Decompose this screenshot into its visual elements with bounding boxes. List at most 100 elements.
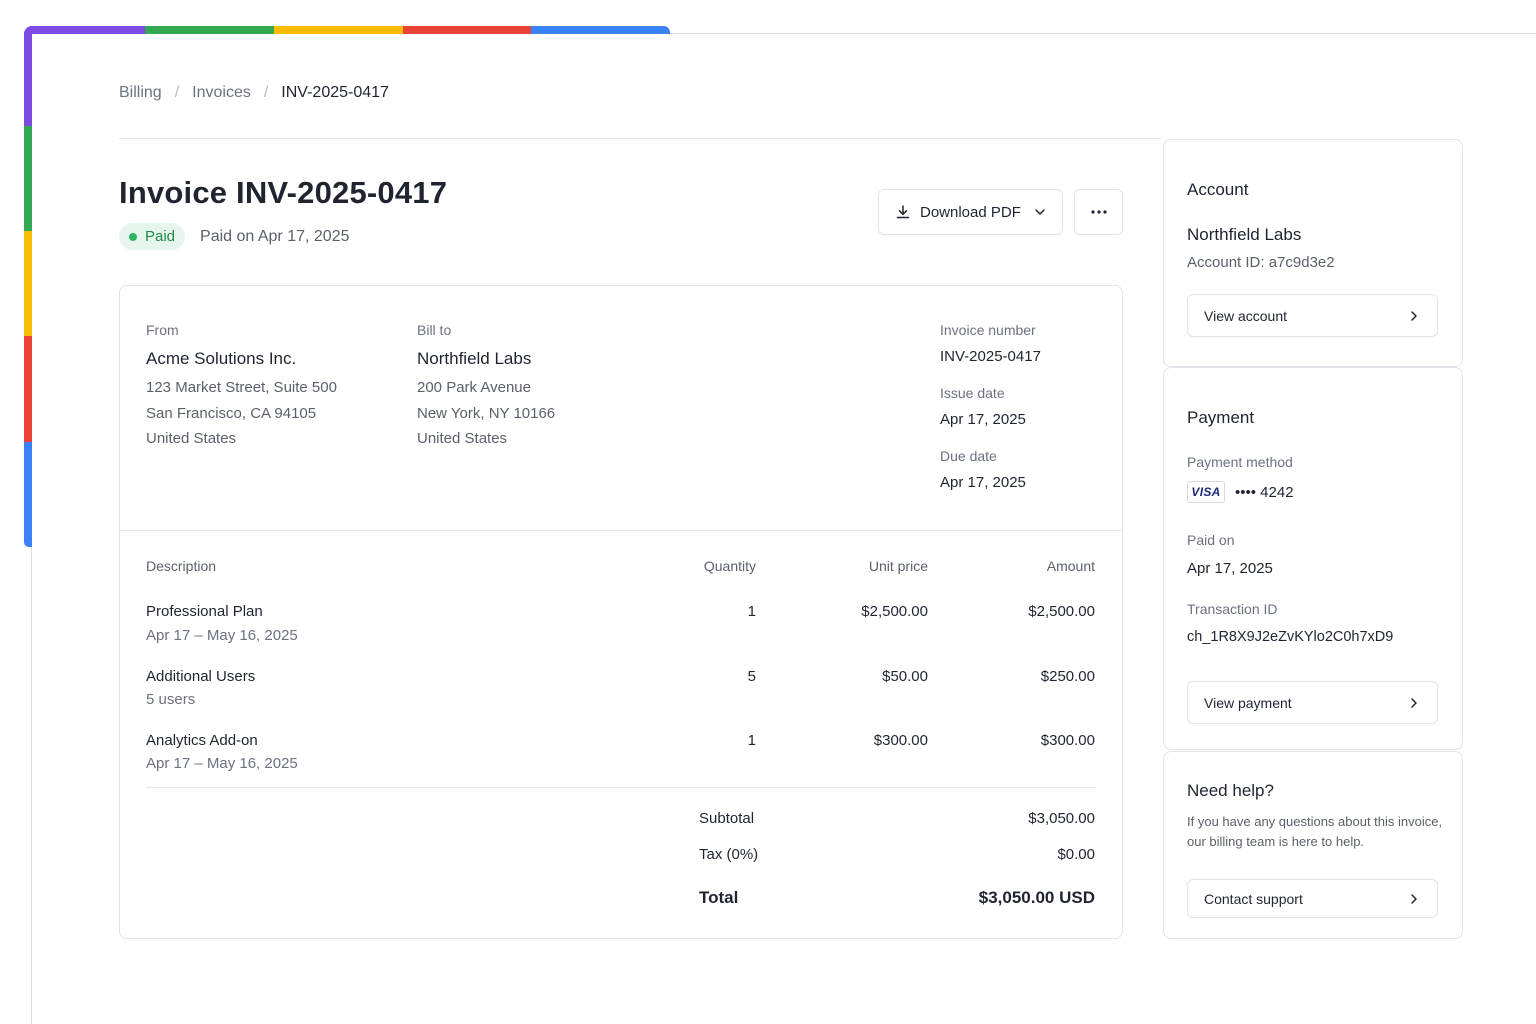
paid-on-text: Paid on Apr 17, 2025 [200, 227, 350, 245]
visa-card-icon: VISA [1187, 481, 1225, 503]
status-dot-icon [129, 232, 137, 241]
contact-support-button[interactable]: Contact support [1187, 879, 1438, 918]
line-item-detail: Apr 17 – May 16, 2025 [146, 755, 298, 772]
breadcrumb: Billing / Invoices / INV-2025-0417 [119, 84, 389, 102]
from-block: From Acme Solutions Inc. 123 Market Stre… [146, 322, 337, 452]
accent-stripe-top [24, 26, 670, 34]
paid-on-label: Paid on [1187, 532, 1235, 548]
tax-label: Tax (0%) [699, 846, 759, 863]
more-options-button[interactable] [1074, 189, 1123, 235]
payment-method-label: Payment method [1187, 454, 1293, 470]
subtotal-label: Subtotal [699, 810, 755, 827]
issue-date-block: Issue date Apr 17, 2025 [940, 385, 1041, 428]
tax-value: $0.00 [1057, 846, 1095, 863]
from-name: Acme Solutions Inc. [146, 349, 297, 368]
line-item-amount: $2,500.00 [1028, 603, 1095, 620]
chevron-right-icon [1411, 893, 1417, 904]
payment-panel: Payment Payment method VISA •••• 4242 Pa… [1163, 367, 1463, 750]
account-panel: Account Northfield Labs Account ID: a7c9… [1163, 139, 1463, 367]
line-item-name: Professional Plan [146, 603, 263, 620]
address-line: New York, NY 10166 [417, 404, 556, 422]
account-id: Account ID: a7c9d3e2 [1187, 254, 1335, 271]
help-title: Need help? [1187, 781, 1274, 800]
line-item-quantity: 1 [747, 603, 756, 620]
due-date-label: Due date [940, 448, 997, 464]
address-line: San Francisco, CA 94105 [146, 404, 317, 422]
column-header-amount: Amount [1046, 558, 1095, 574]
account-name: Northfield Labs [1187, 225, 1302, 244]
chevron-down-icon[interactable] [1033, 205, 1047, 219]
address-line: United States [146, 430, 237, 447]
from-address: 123 Market Street, Suite 500 San Francis… [146, 375, 337, 452]
due-date-value: Apr 17, 2025 [940, 474, 1026, 491]
column-header-quantity: Quantity [703, 558, 756, 574]
status-row: Paid Paid on Apr 17, 2025 [119, 223, 349, 250]
line-item-detail: Apr 17 – May 16, 2025 [146, 627, 298, 644]
address-line: 123 Market Street, Suite 500 [146, 379, 337, 396]
address-line: United States [417, 430, 508, 447]
line-item-amount: $250.00 [1040, 668, 1095, 685]
breadcrumb-billing[interactable]: Billing [119, 84, 162, 101]
status-badge-label: Paid [145, 228, 176, 245]
contact-support-label: Contact support [1204, 890, 1303, 907]
invoice-card: From Acme Solutions Inc. 123 Market Stre… [119, 285, 1123, 939]
items-divider [146, 787, 1096, 788]
line-item-unit-price: $2,500.00 [861, 603, 928, 620]
line-item-detail: 5 users [146, 691, 196, 708]
account-title: Account [1187, 180, 1249, 199]
due-date-block: Due date Apr 17, 2025 [940, 448, 1041, 491]
card-number-masked: •••• 4242 [1235, 483, 1294, 501]
page-title: Invoice INV-2025-0417 [119, 175, 448, 210]
frame-border-left [31, 547, 32, 1024]
bill-to-label: Bill to [417, 322, 452, 338]
total-label: Total [699, 888, 739, 907]
bill-to-address: 200 Park Avenue New York, NY 10166 Unite… [417, 375, 555, 452]
status-badge: Paid [119, 223, 186, 250]
column-header-description: Description [146, 558, 217, 574]
bill-to-name: Northfield Labs [417, 349, 532, 368]
chevron-right-icon [1411, 697, 1417, 708]
invoice-number-label: Invoice number [940, 322, 1036, 338]
paid-on-value: Apr 17, 2025 [1187, 560, 1273, 577]
transaction-id-value: ch_1R8X9J2eZvKYlo2C0h7xD9 [1187, 629, 1394, 645]
view-payment-button[interactable]: View payment [1187, 681, 1438, 724]
bill-to-block: Bill to Northfield Labs 200 Park Avenue … [417, 322, 555, 452]
line-item-quantity: 5 [747, 668, 756, 685]
line-item-amount: $300.00 [1040, 732, 1095, 749]
header-divider [119, 138, 1161, 139]
issue-date-label: Issue date [940, 385, 1005, 401]
payment-method-value: VISA •••• 4242 [1187, 481, 1294, 503]
invoice-meta: Invoice number INV-2025-0417 Issue date … [940, 322, 1041, 491]
view-payment-label: View payment [1204, 694, 1292, 711]
download-icon [896, 205, 910, 219]
more-horizontal-icon [1090, 210, 1107, 214]
breadcrumb-current: INV-2025-0417 [281, 84, 389, 101]
download-pdf-button[interactable]: Download PDF [878, 189, 1063, 235]
invoice-number-value: INV-2025-0417 [940, 348, 1041, 365]
breadcrumb-invoices[interactable]: Invoices [192, 84, 251, 101]
frame-border-top [670, 33, 1536, 34]
transaction-id-label: Transaction ID [1187, 601, 1278, 617]
line-item-unit-price: $50.00 [882, 668, 928, 685]
payment-title: Payment [1187, 408, 1255, 427]
help-text: If you have any questions about this inv… [1187, 814, 1443, 849]
view-account-label: View account [1204, 307, 1288, 324]
chevron-right-icon [1411, 310, 1417, 321]
line-item-unit-price: $300.00 [873, 732, 928, 749]
view-account-button[interactable]: View account [1187, 294, 1438, 337]
help-panel: Need help? If you have any questions abo… [1163, 751, 1463, 939]
column-header-unit-price: Unit price [868, 558, 928, 574]
issue-date-value: Apr 17, 2025 [940, 411, 1026, 428]
address-line: 200 Park Avenue [417, 379, 531, 396]
breadcrumb-separator: / [263, 84, 269, 101]
card-divider [120, 530, 1122, 531]
breadcrumb-separator: / [174, 84, 180, 101]
line-item-quantity: 1 [747, 732, 756, 749]
invoice-number-block: Invoice number INV-2025-0417 [940, 322, 1041, 365]
accent-stripe-left [24, 26, 32, 547]
line-item-name: Analytics Add-on [146, 732, 258, 749]
from-label: From [146, 322, 179, 338]
line-item-name: Additional Users [146, 668, 256, 685]
total-value: $3,050.00 USD [978, 888, 1095, 907]
download-pdf-label: Download PDF [920, 203, 1021, 221]
